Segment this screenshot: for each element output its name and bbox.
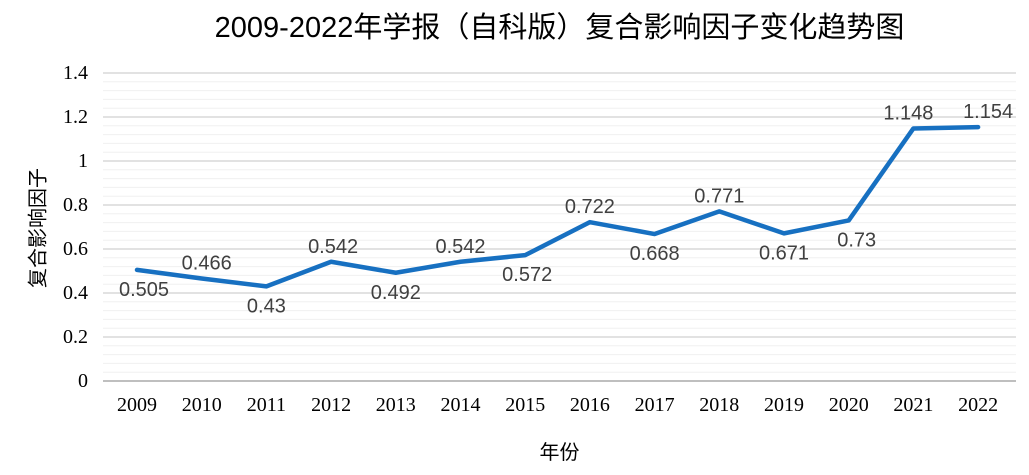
data-label: 1.154: [963, 101, 1013, 123]
x-tick-label: 2009: [117, 394, 157, 416]
x-tick-label: 2013: [376, 394, 416, 416]
y-tick-label: 1.4: [63, 62, 88, 84]
x-tick-label: 2016: [570, 394, 610, 416]
x-tick-label: 2019: [764, 394, 804, 416]
x-tick-label: 2010: [182, 394, 222, 416]
chart-title: 2009-2022年学报（自科版）复合影响因子变化趋势图: [214, 12, 905, 44]
x-tick-label: 2012: [311, 394, 351, 416]
trend-line: [134, 124, 981, 289]
data-label: 0.671: [759, 242, 809, 264]
y-tick-label: 0.6: [63, 238, 88, 260]
data-label: 0.542: [435, 236, 485, 258]
data-label: 0.542: [308, 236, 358, 258]
y-tick-label: 0.8: [63, 194, 88, 216]
x-tick-label: 2011: [247, 394, 286, 416]
x-tick-label: 2021: [893, 394, 933, 416]
x-tick-label: 2017: [635, 394, 675, 416]
data-label: 0.492: [371, 282, 421, 304]
x-tick-label: 2018: [699, 394, 739, 416]
data-label: 0.505: [119, 279, 169, 301]
y-tick-label: 0.4: [63, 282, 88, 304]
x-axis-title: 年份: [539, 442, 580, 464]
y-tick-label: 1: [78, 150, 88, 172]
data-label: 0.43: [247, 295, 286, 317]
x-tick-label: 2015: [505, 394, 545, 416]
data-label: 0.572: [502, 264, 552, 286]
data-label: 0.771: [694, 185, 744, 207]
data-label: 1.148: [883, 102, 933, 124]
y-tick-label: 0: [78, 370, 88, 392]
data-label: 0.722: [565, 196, 615, 218]
x-tick-label: 2022: [958, 394, 998, 416]
x-tick-label: 2020: [829, 394, 869, 416]
data-label: 0.466: [182, 252, 232, 274]
y-tick-label: 0.2: [63, 326, 88, 348]
x-tick-label: 2014: [441, 394, 481, 416]
data-label: 0.73: [837, 229, 876, 251]
y-tick-label: 1.2: [63, 106, 88, 128]
data-label: 0.668: [630, 243, 680, 265]
